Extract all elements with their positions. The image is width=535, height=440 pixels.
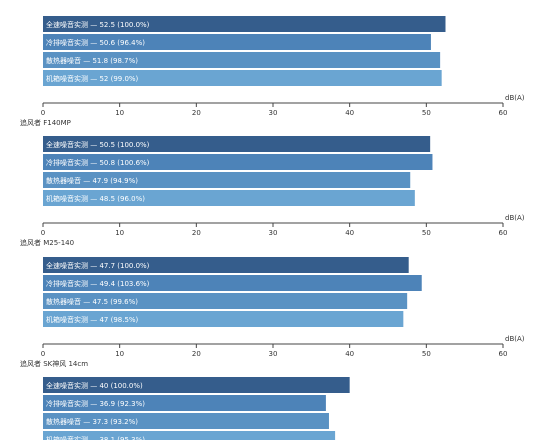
bar-label: 全速噪音实测 — 47.7 (100.0%)	[46, 261, 150, 270]
bar-label: 散热器噪音 — 51.8 (98.7%)	[46, 56, 138, 65]
bar	[43, 154, 433, 170]
x-tick-label: 20	[192, 109, 201, 117]
x-tick-label: 0	[41, 350, 45, 358]
bar	[43, 413, 329, 429]
bar	[43, 257, 409, 273]
chart-footer-label: 追风者 SK神风 14cm	[20, 359, 88, 368]
bar	[43, 395, 326, 411]
bar-label: 机箱噪音实测 — 48.5 (96.0%)	[46, 194, 145, 203]
bar-label: 机箱噪音实测 — 52 (99.0%)	[46, 74, 139, 83]
x-tick-label: 50	[422, 229, 431, 237]
x-tick-label: 40	[345, 229, 354, 237]
x-tick-label: 20	[192, 350, 201, 358]
bar	[43, 275, 422, 291]
chart-panel-2: 全速噪音实测 — 50.5 (100.0%) 冷排噪音实测 — 50.8 (100…	[20, 136, 525, 247]
chart-footer-label: 追风者 M25-140	[20, 238, 74, 247]
x-tick-label: 40	[345, 109, 354, 117]
bar	[43, 293, 408, 309]
bar-label: 冷排噪音实测 — 36.9 (92.3%)	[46, 399, 145, 408]
bar	[43, 311, 404, 327]
bar-label: 散热器噪音 — 47.5 (99.6%)	[46, 297, 138, 306]
x-tick-label: 60	[499, 109, 508, 117]
bar	[43, 70, 442, 86]
bar	[43, 16, 446, 32]
bar-label: 全速噪音实测 — 52.5 (100.0%)	[46, 20, 150, 29]
bar-label: 全速噪音实测 — 40 (100.0%)	[46, 381, 143, 390]
x-axis-unit: dB(A)	[505, 94, 525, 102]
x-tick-label: 50	[422, 109, 431, 117]
bar	[43, 34, 431, 50]
x-tick-label: 40	[345, 350, 354, 358]
chart-footer-label: 追风者 F140MP	[20, 118, 71, 127]
x-tick-label: 0	[41, 109, 45, 117]
chart-panel-4: 全速噪音实测 — 40 (100.0%) 冷排噪音实测 — 36.9 (92.3%…	[43, 377, 350, 440]
chart-panel-3: 全速噪音实测 — 47.7 (100.0%) 冷排噪音实测 — 49.4 (103…	[20, 257, 525, 368]
bar	[43, 190, 415, 206]
bar-label: 机箱噪音实测 — 38.1 (95.3%)	[46, 435, 145, 440]
x-tick-label: 60	[499, 229, 508, 237]
x-axis-unit: dB(A)	[505, 214, 525, 222]
bar	[43, 377, 350, 393]
bar-label: 散热器噪音 — 47.9 (94.9%)	[46, 176, 138, 185]
x-tick-label: 10	[115, 229, 124, 237]
x-tick-label: 30	[269, 229, 278, 237]
bar-label: 冷排噪音实测 — 50.6 (96.4%)	[46, 38, 145, 47]
chart-panel-1: 全速噪音实测 — 52.5 (100.0%) 冷排噪音实测 — 50.6 (96.…	[20, 16, 525, 127]
x-axis-unit: dB(A)	[505, 335, 525, 343]
x-tick-label: 10	[115, 350, 124, 358]
bar-label: 机箱噪音实测 — 47 (98.5%)	[46, 315, 139, 324]
bar-label: 全速噪音实测 — 50.5 (100.0%)	[46, 140, 150, 149]
x-tick-label: 30	[269, 350, 278, 358]
bar	[43, 431, 336, 440]
x-tick-label: 10	[115, 109, 124, 117]
bar-label: 散热器噪音 — 37.3 (93.2%)	[46, 417, 138, 426]
x-tick-label: 50	[422, 350, 431, 358]
x-tick-label: 60	[499, 350, 508, 358]
bar	[43, 52, 441, 68]
bar	[43, 136, 431, 152]
x-tick-label: 0	[41, 229, 45, 237]
x-tick-label: 30	[269, 109, 278, 117]
bar-label: 冷排噪音实测 — 50.8 (100.6%)	[46, 158, 150, 167]
bar	[43, 172, 411, 188]
x-tick-label: 20	[192, 229, 201, 237]
bar-label: 冷排噪音实测 — 49.4 (103.6%)	[46, 279, 150, 288]
